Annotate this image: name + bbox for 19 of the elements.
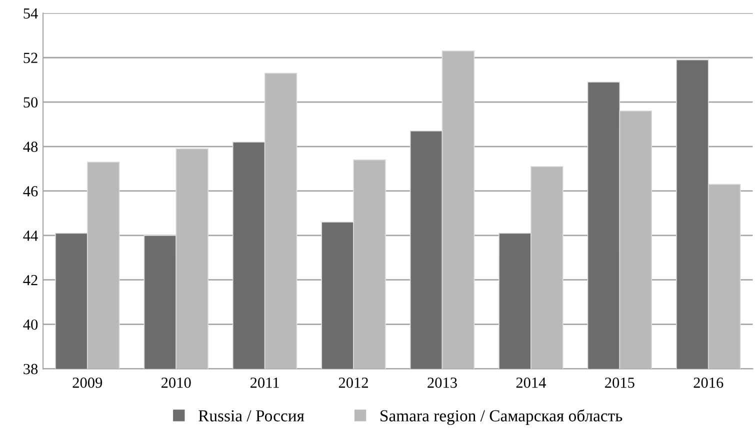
x-tick-label: 2012 (338, 378, 368, 388)
y-tick-label: 42 (23, 275, 38, 286)
x-tick-label: 2009 (72, 378, 102, 388)
x-tick-label: 2010 (161, 378, 191, 388)
x-tick-label: 2014 (516, 378, 546, 388)
y-tick-label: 40 (23, 319, 38, 330)
x-tick-label: 2016 (694, 378, 724, 388)
y-tick-label: 50 (24, 97, 38, 108)
y-tick-label: 48 (23, 142, 38, 152)
legend-label: Samara region / Самарская область (380, 409, 622, 425)
x-tick-label: 2015 (605, 378, 634, 388)
y-tick-label: 44 (23, 230, 38, 241)
legend-label: Russia / Россия (198, 410, 304, 422)
y-tick-label: 46 (23, 186, 38, 196)
y-tick-label: 54 (24, 8, 38, 19)
y-tick-label: 52 (24, 52, 38, 64)
x-tick-label: 2013 (428, 378, 457, 388)
y-tick-label: 38 (24, 364, 38, 374)
x-tick-label: 2011 (250, 378, 279, 388)
